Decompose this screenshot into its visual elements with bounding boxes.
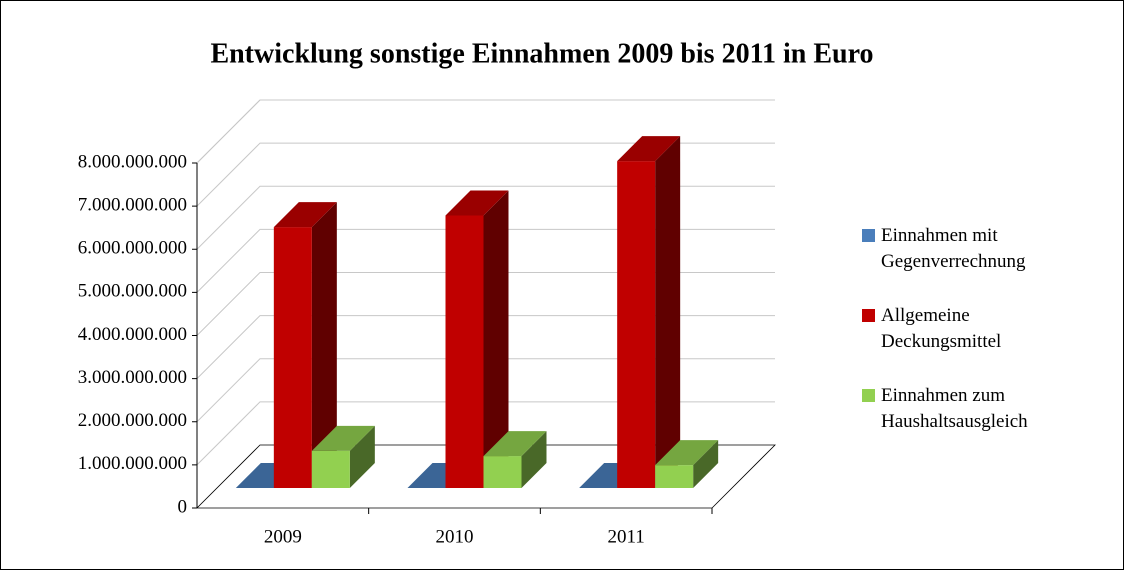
bar-top [617, 136, 681, 162]
grid-line [196, 228, 775, 293]
legend-label: Einnahmen zum Haushaltsausgleich [881, 385, 1028, 432]
bar-side [693, 440, 719, 488]
grid-line [196, 401, 775, 466]
bar [655, 465, 694, 488]
bar-top [273, 202, 337, 228]
legend-item: Allgemeine Deckungsmittel [862, 303, 1062, 355]
x-tick-label: 2010 [436, 526, 474, 547]
bar-side [483, 190, 509, 488]
legend-label: Allgemeine Deckungsmittel [881, 305, 1002, 352]
y-tick-label: 0 [178, 496, 188, 517]
grid-line [196, 99, 775, 164]
x-tick-label: 2011 [608, 526, 645, 547]
legend-label: Einnahmen mit Gegenverrechnung [881, 225, 1026, 272]
y-tick-label: 3.000.000.000 [78, 367, 187, 388]
grid-line [196, 315, 775, 379]
legend-item: Einnahmen mit Gegenverrechnung [862, 223, 1062, 275]
y-tick-label: 2.000.000.000 [78, 410, 187, 431]
grid-line [196, 142, 775, 207]
y-tick-label: 7.000.000.000 [78, 194, 187, 215]
bar-side [349, 425, 375, 488]
bar-top [655, 440, 719, 466]
bar [311, 450, 350, 488]
bar-side [655, 136, 681, 489]
bar-top [483, 431, 547, 457]
y-tick-label: 8.000.000.000 [78, 151, 187, 172]
chart-title: Entwicklung sonstige Einnahmen 2009 bis … [210, 38, 873, 69]
legend-swatch [862, 309, 875, 322]
bar-top [445, 190, 509, 216]
bar [617, 161, 656, 489]
bar [445, 215, 484, 488]
legend-swatch [862, 389, 875, 402]
y-tick-label: 5.000.000.000 [78, 281, 187, 302]
grid-line [196, 358, 775, 423]
y-tick-label: 1.000.000.000 [78, 453, 187, 474]
y-tick-label: 6.000.000.000 [78, 238, 187, 259]
grid-line [196, 272, 775, 336]
grid-line [196, 185, 775, 250]
legend-item: Einnahmen zum Haushaltsausgleich [862, 383, 1062, 435]
bar [483, 456, 522, 488]
bar-side [521, 431, 547, 488]
y-tick-label: 4.000.000.000 [78, 324, 187, 345]
legend-swatch [862, 229, 875, 242]
bar-side [311, 202, 337, 488]
bar [273, 227, 312, 488]
bar-top [311, 425, 375, 451]
x-tick-label: 2009 [264, 526, 302, 547]
